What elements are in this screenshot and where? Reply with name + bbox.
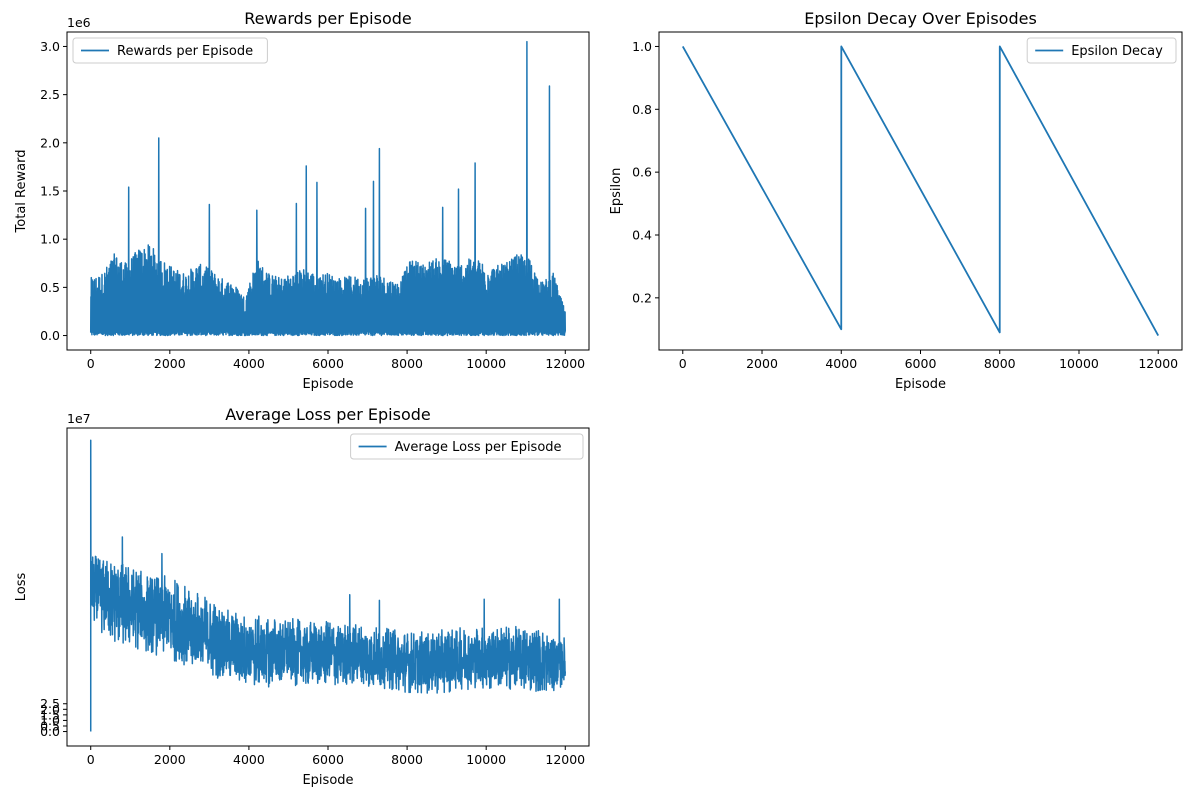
epsilon-series-line: [681, 45, 1160, 336]
chart-title: Rewards per Episode: [244, 9, 412, 28]
y-tick-label: 0.5: [40, 280, 60, 295]
x-tick-label: 2000: [154, 752, 186, 767]
axes-frame: [66, 427, 590, 747]
legend: Average Loss per Episode: [350, 433, 584, 460]
x-tick-label: 0: [87, 752, 95, 767]
x-tick-label: 6000: [905, 356, 937, 371]
x-axis-label: Episode: [302, 377, 353, 392]
legend: Rewards per Episode: [72, 37, 268, 64]
x-tick-label: 4000: [233, 752, 265, 767]
y-tick-label: 1.5: [40, 184, 60, 199]
x-tick-label: 4000: [233, 356, 265, 371]
y-tick-label: 1.0: [40, 713, 60, 728]
x-tick-label: 6000: [312, 356, 344, 371]
y-tick-label: 2.5: [40, 87, 60, 102]
y-tick-label: 0.5: [40, 718, 60, 733]
epsilon-chart: Epsilon Decay Over Episodes 0 2000 4000 6000…: [609, 9, 1183, 392]
x-tick-label: 8000: [984, 356, 1016, 371]
y-tick-label: 0.8: [632, 102, 652, 117]
x-axis-label: Episode: [895, 377, 946, 392]
x-tick-label: 8000: [391, 752, 423, 767]
y-offset-label: 1e6: [67, 15, 91, 30]
legend-box: [1026, 37, 1177, 64]
legend-box: [72, 37, 268, 64]
legend-label: Average Loss per Episode: [395, 440, 562, 455]
plot-area: [89, 40, 567, 337]
x-tick-label: 6000: [312, 752, 344, 767]
x-tick-label: 2000: [746, 356, 778, 371]
y-tick-label: 2.5: [40, 696, 60, 711]
x-tick-label: 10000: [466, 356, 506, 371]
y-tick-label: 3.0: [40, 39, 60, 54]
loss-chart: Average Loss per Episode 0 2000 4000 6000 800…: [14, 405, 590, 788]
y-tick-label: 2.0: [40, 135, 60, 150]
x-tick-label: 10000: [1059, 356, 1099, 371]
plot-area: [681, 45, 1160, 336]
x-tick-label: 12000: [545, 752, 585, 767]
x-tick-label: 12000: [1138, 356, 1178, 371]
x-tick-label: 0: [679, 356, 687, 371]
y-offset-label: 1e7: [67, 411, 91, 426]
y-axis-label: Epsilon: [609, 168, 624, 215]
y-tick-label: 0.6: [632, 165, 652, 180]
plot-area: [89, 439, 567, 732]
y-tick-label: 1.0: [632, 39, 652, 54]
x-tick-label: 12000: [545, 356, 585, 371]
chart-title: Epsilon Decay Over Episodes: [804, 9, 1037, 28]
x-tick-label: 10000: [466, 752, 506, 767]
legend-label: Epsilon Decay: [1071, 44, 1163, 59]
y-tick-label: 1.0: [40, 232, 60, 247]
rewards-series-line: [89, 40, 567, 337]
x-tick-label: 8000: [391, 356, 423, 371]
y-axis-label: Total Reward: [14, 150, 29, 234]
x-axis-label: Episode: [302, 773, 353, 788]
y-tick-label: 0.4: [632, 227, 652, 242]
y-tick-label: 2.0: [40, 702, 60, 717]
y-tick-label: 0.0: [40, 724, 60, 739]
x-tick-label: 2000: [154, 356, 186, 371]
x-tick-label: 0: [87, 356, 95, 371]
y-tick-label: 0.2: [632, 290, 652, 305]
x-tick-label: 4000: [825, 356, 857, 371]
legend: Epsilon Decay: [1026, 37, 1177, 64]
y-axis-label: Loss: [14, 573, 29, 602]
loss-series-line: [89, 439, 567, 732]
chart-title: Average Loss per Episode: [225, 405, 430, 424]
legend-label: Rewards per Episode: [117, 44, 253, 59]
y-tick-label: 1.5: [40, 707, 60, 722]
rewards-chart: Rewards per Episode 0 2000 4000 6000 8000 1000…: [14, 9, 590, 392]
legend-box: [350, 433, 584, 460]
y-tick-label: 0.0: [40, 328, 60, 343]
